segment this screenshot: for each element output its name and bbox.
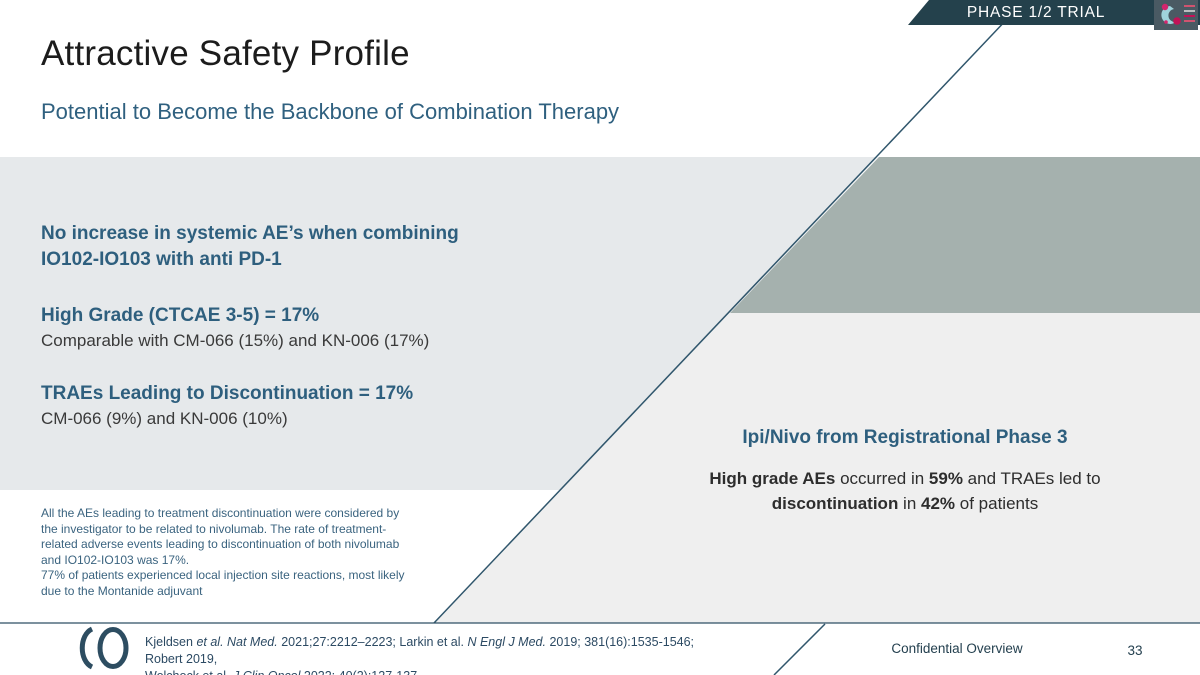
right-panel-bold: 59% <box>928 469 963 488</box>
citation-line2: Wolchock et al. J Clin Oncol 2022: 40(2)… <box>145 668 705 675</box>
footnote-line: All the AEs leading to treatment discont… <box>41 506 400 520</box>
footnote: All the AEs leading to treatment discont… <box>41 506 441 599</box>
page-subtitle: Potential to Become the Backbone of Comb… <box>41 99 620 124</box>
citation-text: Wolchock et al. <box>145 669 233 675</box>
right-panel-shape <box>435 313 1200 623</box>
phase-banner-label: PHASE 1/2 TRIAL <box>966 4 1106 21</box>
citation-text: 2019; 381(16):1535-1546; Robert 2019, <box>145 635 695 666</box>
left-panel-heading: No increase in systemic AE’s when combin… <box>41 221 521 273</box>
footnote-line: and IO102-IO103 was 17%. <box>41 552 190 567</box>
citation-text: Kjeldsen <box>145 635 197 649</box>
cancer-center-logo-icon <box>1154 0 1198 30</box>
right-panel-bold: discontinuation <box>771 494 899 513</box>
citation-italic: J Clin Oncol <box>233 669 300 675</box>
page-number: 33 <box>1127 643 1143 658</box>
right-panel-text: in <box>898 494 922 513</box>
stat1-detail: Comparable with CM-066 (15%) and KN-006 … <box>41 331 430 350</box>
right-panel-bold: 42% <box>921 494 956 513</box>
footnote-line: due to the Montanide adjuvant <box>41 583 203 598</box>
citation: Kjeldsen et al. Nat Med. 2021;27:2212–22… <box>145 634 705 675</box>
citation-text: 2021;27:2212–2223; Larkin et al. <box>277 635 468 649</box>
right-panel-bold: High grade AEs <box>709 469 836 488</box>
stat2-heading: TRAEs Leading to Discontinuation = 17% <box>41 383 414 404</box>
page-title: Attractive Safety Profile <box>41 34 410 73</box>
right-panel-text: occurred in <box>835 469 929 488</box>
stat2-detail: CM-066 (9%) and KN-006 (10%) <box>41 409 288 428</box>
right-panel-heading: Ipi/Nivo from Registrational Phase 3 <box>742 427 1068 448</box>
io-biotech-logo-icon <box>72 626 138 675</box>
footnote-line: the investigator to be related to nivolu… <box>41 521 387 536</box>
confidential-label: Confidential Overview <box>891 641 1023 656</box>
right-panel-text: and TRAEs led to <box>962 469 1101 488</box>
footnote-line: 77% of patients experienced local inject… <box>41 568 405 582</box>
left-panel-heading-line1: No increase in systemic AE’s when combin… <box>41 223 459 244</box>
footer-diagonal-line <box>773 623 826 675</box>
right-panel-text: of patients <box>955 494 1039 513</box>
citation-italic: et al. Nat Med. <box>196 635 278 649</box>
left-panel-heading-line2: IO102-IO103 with anti PD-1 <box>41 249 282 270</box>
citation-italic: N Engl J Med. <box>467 635 546 649</box>
diagonal-accent-line <box>433 0 1027 624</box>
sage-panel-shape <box>730 157 1200 313</box>
citation-line1: Kjeldsen et al. Nat Med. 2021;27:2212–22… <box>145 634 705 668</box>
citation-text: 2022: 40(2):127-137 <box>300 669 417 675</box>
stat1-heading: High Grade (CTCAE 3-5) = 17% <box>41 305 320 326</box>
right-panel-body: High grade AEs occurred in 59% and TRAEs… <box>705 466 1105 516</box>
right-panel: Ipi/Nivo from Registrational Phase 3 Hig… <box>705 427 1105 516</box>
phase-banner-shape <box>908 0 1200 25</box>
left-panel-shape <box>0 157 878 490</box>
footnote-line: related adverse events leading to discon… <box>41 537 400 551</box>
